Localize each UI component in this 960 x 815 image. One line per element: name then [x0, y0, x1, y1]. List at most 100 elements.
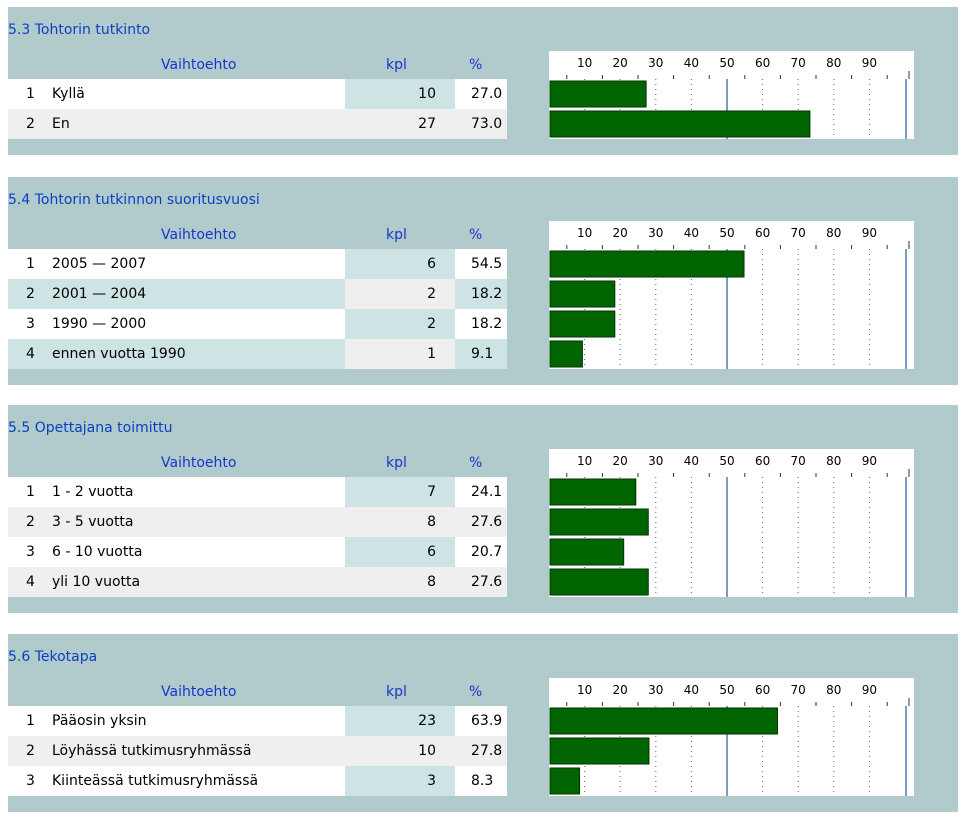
- column-header-count: kpl: [386, 455, 407, 471]
- row-number: 3: [8, 309, 50, 339]
- option-label: Löyhässä tutkimusryhmässä: [50, 736, 345, 766]
- count-value: 8: [427, 574, 436, 590]
- count-cell: 23: [345, 706, 456, 736]
- bar-svg: [549, 79, 907, 109]
- question-section: 5.3 Tohtorin tutkinto Vaihtoehto kpl% 10 20 3…: [8, 7, 958, 155]
- column-header-option: Vaihtoehto: [161, 57, 237, 73]
- row-number-text: 3: [26, 544, 35, 560]
- tick-label: 90: [862, 226, 877, 240]
- percent-cell: 18.2: [455, 309, 508, 339]
- row-spacer: [507, 249, 549, 279]
- column-header-option: Vaihtoehto: [161, 227, 237, 243]
- percent-value: 8.3: [471, 773, 494, 789]
- question-section: 5.5 Opettajana toimittu Vaihtoehto kpl% 10 2…: [8, 405, 958, 613]
- option-label-text: yli 10 vuotta: [52, 574, 141, 590]
- percent-cell: 27.8: [455, 736, 508, 766]
- data-row: 1 1 - 2 vuotta 7 24.1: [8, 477, 914, 507]
- count-value: 10: [418, 743, 436, 759]
- row-spacer: [507, 507, 549, 537]
- row-number: 1: [8, 706, 50, 736]
- option-label-text: 6 - 10 vuotta: [52, 544, 143, 560]
- option-label-text: 1 - 2 vuotta: [52, 484, 134, 500]
- bar-svg: [549, 507, 907, 537]
- count-cell: 8: [345, 507, 456, 537]
- option-label-text: 3 - 5 vuotta: [52, 514, 134, 530]
- column-header-count: kpl: [386, 684, 407, 700]
- count-value: 27: [418, 116, 436, 132]
- tick-label: 10: [577, 226, 592, 240]
- percent-value: 27.6: [471, 574, 503, 590]
- option-label-text: Löyhässä tutkimusryhmässä: [52, 743, 252, 759]
- bar-svg: [549, 249, 907, 279]
- data-row: 2 2001 — 2004 2 18.2: [8, 279, 914, 309]
- chart-scale-svg: 10 20 30 40 50 60 70 80 90: [566, 683, 910, 706]
- column-header-percent: %: [469, 684, 483, 700]
- column-header-count: kpl: [386, 57, 407, 73]
- tick-label: 70: [791, 56, 806, 70]
- row-number: 3: [8, 537, 50, 567]
- bar: [549, 80, 647, 108]
- bar-track: [549, 706, 914, 736]
- option-label: Kiinteässä tutkimusryhmässä: [50, 766, 345, 796]
- row-spacer: [507, 279, 549, 309]
- tick-label: 70: [791, 226, 806, 240]
- row-number: 2: [8, 279, 50, 309]
- bar: [549, 310, 616, 338]
- option-label-text: 2005 — 2007: [52, 256, 147, 272]
- row-number-text: 3: [26, 316, 35, 332]
- data-row: 2 Löyhässä tutkimusryhmässä 10 27.8: [8, 736, 914, 766]
- option-label-text: 1990 — 2000: [52, 316, 147, 332]
- data-row: 1 Kyllä 10 27.0: [8, 79, 914, 109]
- tick-label: 60: [755, 454, 770, 468]
- tick-label: 80: [826, 683, 841, 697]
- option-label-text: 2001 — 2004: [52, 286, 147, 302]
- bar-track: [549, 567, 914, 597]
- option-label: 1990 — 2000: [50, 309, 345, 339]
- row-spacer: [507, 567, 549, 597]
- tick-label: 80: [826, 454, 841, 468]
- count-cell: 2: [345, 279, 456, 309]
- bar-svg: [549, 706, 907, 736]
- row-number: 3: [8, 766, 50, 796]
- row-spacer: [507, 477, 549, 507]
- count-cell: 10: [345, 79, 456, 109]
- option-label: 3 - 5 vuotta: [50, 507, 345, 537]
- bar-track: [549, 766, 914, 796]
- row-number-text: 4: [26, 574, 35, 590]
- count-value: 3: [427, 773, 436, 789]
- bar-svg: [549, 109, 907, 139]
- percent-value: 27.0: [471, 86, 503, 102]
- data-row: 3 1990 — 2000 2 18.2: [8, 309, 914, 339]
- count-value: 6: [427, 544, 436, 560]
- column-header-option: Vaihtoehto: [161, 684, 237, 700]
- row-spacer: [507, 766, 549, 796]
- row-spacer: [507, 706, 549, 736]
- data-row: 4 ennen vuotta 1990 1 9.1: [8, 339, 914, 369]
- bar: [549, 767, 581, 795]
- option-label: 6 - 10 vuotta: [50, 537, 345, 567]
- tick-label: 90: [862, 683, 877, 697]
- tick-label: 20: [613, 226, 628, 240]
- count-cell: 2: [345, 309, 456, 339]
- tick-label: 40: [684, 226, 699, 240]
- bar: [549, 478, 637, 506]
- tick-label: 40: [684, 454, 699, 468]
- chart-scale: 10 20 30 40 50 60 70 80 90: [549, 51, 914, 79]
- count-value: 6: [427, 256, 436, 272]
- tick-label: 90: [862, 56, 877, 70]
- percent-value: 18.2: [471, 316, 503, 332]
- chart-scale: 10 20 30 40 50 60 70 80 90: [549, 221, 914, 249]
- tick-label: 40: [684, 56, 699, 70]
- option-label-text: Pääosin yksin: [52, 713, 147, 729]
- bar-track: [549, 339, 914, 369]
- chart-scale: 10 20 30 40 50 60 70 80 90: [549, 449, 914, 477]
- option-label: yli 10 vuotta: [50, 567, 345, 597]
- data-row: 4 yli 10 vuotta 8 27.6: [8, 567, 914, 597]
- row-number: 1: [8, 249, 50, 279]
- row-number-text: 1: [26, 484, 35, 500]
- row-spacer: [507, 537, 549, 567]
- bar: [549, 568, 649, 596]
- percent-value: 54.5: [471, 256, 503, 272]
- bar-svg: [549, 339, 907, 369]
- row-number-text: 2: [26, 514, 35, 530]
